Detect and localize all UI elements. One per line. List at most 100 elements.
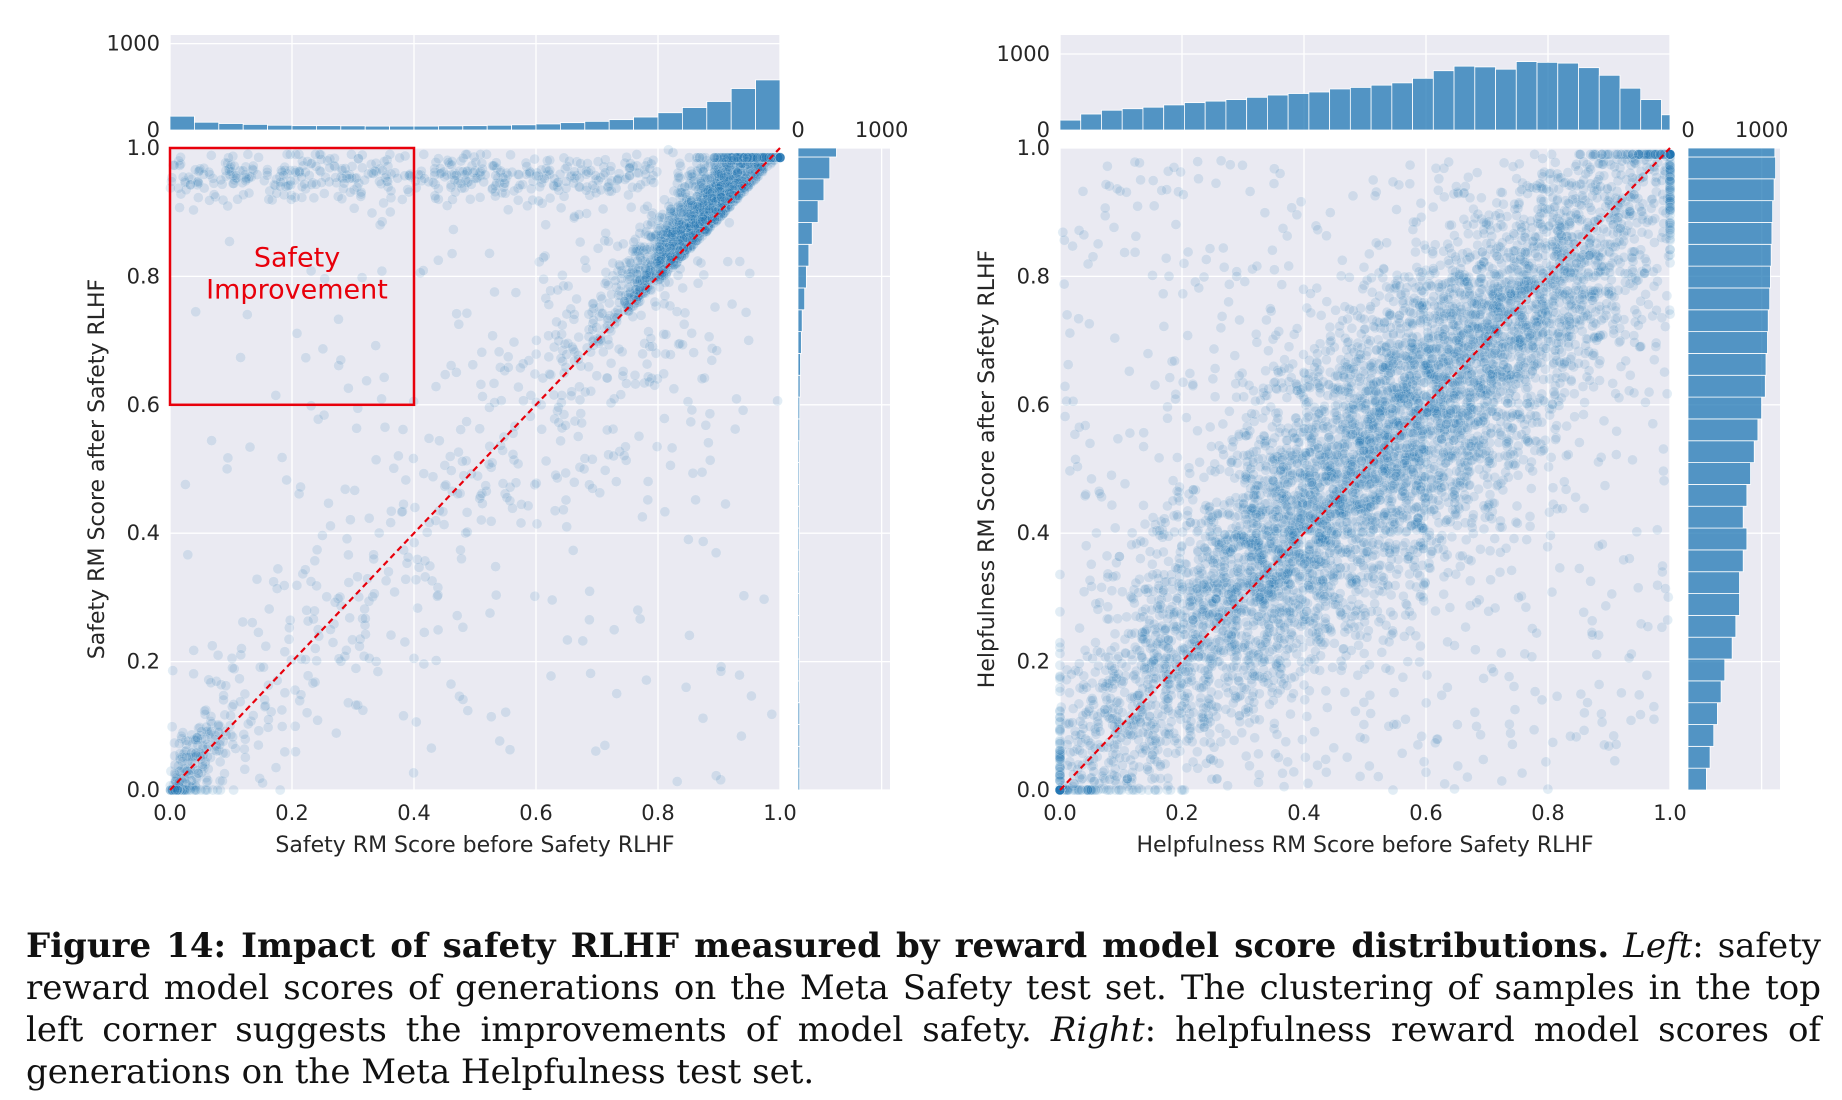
scatter-point	[169, 737, 180, 749]
scatter-point	[555, 353, 567, 364]
scatter-point	[1640, 289, 1651, 300]
scatter-point	[676, 207, 687, 219]
scatter-point	[385, 185, 397, 197]
scatter-point	[186, 747, 197, 758]
scatter-point	[632, 255, 643, 267]
scatter-point	[341, 645, 352, 656]
scatter-point	[596, 293, 608, 305]
scatter-point	[430, 655, 442, 666]
scatter-point	[768, 152, 780, 163]
top-histogram-bar	[608, 119, 635, 131]
scatter-point	[704, 408, 716, 419]
scatter-point	[281, 149, 293, 160]
scatter-point	[316, 177, 327, 188]
scatter-point	[1067, 240, 1078, 252]
right-hist-tick-label: 0	[791, 118, 804, 142]
y-axis-label: Safety RM Score after Safety RLHF	[85, 279, 110, 659]
scatter-point	[722, 256, 734, 267]
scatter-point	[650, 255, 662, 266]
scatter-point	[725, 152, 737, 163]
scatter-point	[531, 518, 543, 530]
scatter-point	[418, 658, 430, 670]
scatter-point	[240, 752, 251, 763]
scatter-point	[415, 169, 427, 181]
scatter-point	[530, 348, 542, 360]
scatter-point	[1507, 739, 1518, 750]
scatter-point	[697, 164, 708, 176]
scatter-point	[518, 395, 529, 406]
scatter-point	[560, 467, 571, 479]
scatter-point	[486, 457, 498, 469]
scatter-point	[629, 370, 641, 381]
scatter-point	[774, 152, 786, 163]
scatter-point	[175, 188, 187, 200]
scatter-point	[684, 630, 695, 641]
scatter-point	[1569, 388, 1580, 399]
scatter-point	[334, 591, 346, 603]
scatter-point	[502, 204, 514, 215]
scatter-point	[536, 424, 547, 435]
scatter-point	[270, 390, 282, 401]
scatter-point	[355, 186, 367, 198]
x-tick-label: 0.8	[641, 801, 674, 825]
scatter-point	[199, 784, 211, 796]
scatter-point	[642, 494, 654, 506]
scatter-point	[1064, 465, 1076, 477]
scatter-point	[219, 709, 231, 721]
scatter-point	[306, 157, 318, 169]
scatter-point	[272, 563, 284, 575]
scatter-point	[641, 273, 653, 284]
top-histogram-bar	[535, 123, 561, 131]
scatter-point	[696, 466, 708, 478]
scatter-point	[738, 590, 750, 601]
scatter-point	[748, 152, 759, 163]
scatter-point	[368, 553, 379, 565]
scatter-point	[177, 171, 189, 183]
scatter-point	[685, 416, 697, 428]
scatter-point	[665, 231, 677, 242]
scatter-point	[692, 278, 704, 289]
scatter-point	[419, 173, 430, 184]
scatter-point	[386, 505, 397, 517]
scatter-point	[624, 273, 635, 285]
scatter-point	[583, 324, 595, 335]
right-histogram-bar	[797, 353, 801, 376]
scatter-point	[188, 645, 199, 656]
scatter-point	[1207, 373, 1219, 385]
y-tick-label: 0.4	[127, 521, 160, 545]
scatter-point	[625, 201, 637, 213]
scatter-point	[408, 453, 419, 464]
scatter-point	[1244, 186, 1256, 197]
scatter-point	[1119, 247, 1130, 258]
scatter-point	[716, 186, 727, 198]
x-tick-label: 0.4	[397, 801, 430, 825]
scatter-point	[710, 770, 722, 781]
scatter-point	[369, 588, 380, 599]
scatter-point	[682, 228, 693, 239]
scatter-point	[671, 776, 683, 787]
scatter-point	[1288, 766, 1300, 778]
scatter-point	[410, 574, 422, 585]
scatter-point	[449, 168, 461, 179]
scatter-point	[340, 163, 351, 174]
scatter-point	[376, 393, 387, 405]
scatter-point	[291, 580, 303, 591]
scatter-point	[557, 270, 568, 281]
scatter-point	[388, 463, 400, 474]
scatter-point	[261, 170, 273, 181]
scatter-point	[1170, 748, 1181, 759]
scatter-point	[597, 203, 609, 215]
scatter-point	[555, 202, 567, 214]
right-histogram-bar	[797, 636, 800, 660]
top-histogram-bar	[389, 125, 415, 131]
top-histogram-bar	[511, 124, 537, 131]
scatter-point	[715, 180, 727, 191]
scatter-point	[276, 704, 288, 716]
scatter-point	[658, 368, 669, 380]
scatter-point	[669, 210, 681, 221]
scatter-point	[213, 719, 224, 731]
scatter-point	[1545, 530, 1556, 541]
scatter-point	[474, 423, 485, 434]
scatter-point	[726, 155, 737, 166]
scatter-point	[553, 402, 564, 413]
